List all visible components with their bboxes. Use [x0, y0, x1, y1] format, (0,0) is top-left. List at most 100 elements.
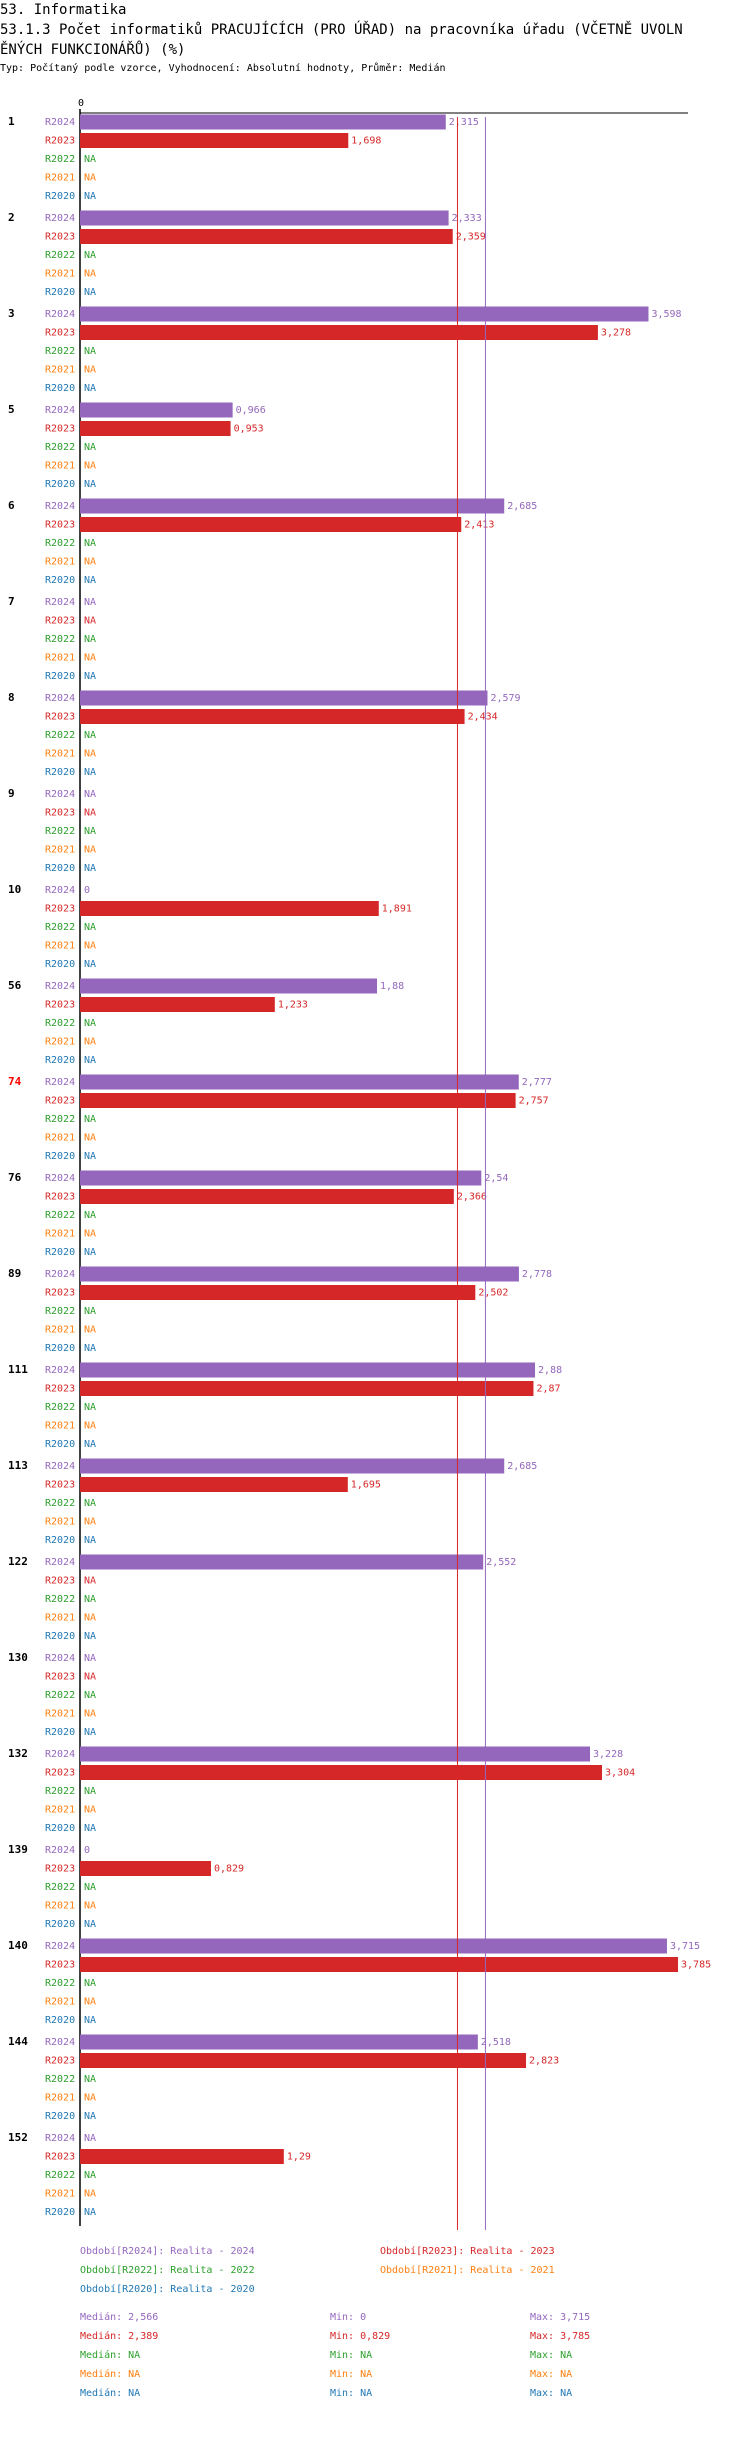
- value-label: NA: [84, 616, 96, 627]
- value-label: 2,413: [464, 520, 494, 531]
- value-label: NA: [84, 250, 96, 261]
- legend-max: Max: 3,785: [530, 2331, 591, 2342]
- series-label: R2023: [45, 1384, 75, 1395]
- series-label: R2020: [45, 1727, 75, 1738]
- legend-period: Období[R2022]: Realita - 2022: [80, 2265, 255, 2276]
- bar: [80, 1746, 591, 1762]
- series-label: R2024: [45, 981, 75, 992]
- series-label: R2023: [45, 136, 75, 147]
- chart-title: 53.1.3 Počet informatiků PRACUJÍCÍCH (PR…: [0, 22, 683, 58]
- bar: [80, 1554, 484, 1570]
- category-label: 1: [8, 115, 15, 128]
- value-label: 0,953: [234, 424, 264, 435]
- series-label: R2024: [45, 1077, 75, 1088]
- series-label: R2020: [45, 1055, 75, 1066]
- legend-median: Medián: NA: [80, 2388, 141, 2399]
- bar: [80, 2034, 478, 2050]
- series-label: R2023: [45, 1288, 75, 1299]
- series-label: R2021: [45, 365, 75, 376]
- series-label: R2024: [45, 213, 75, 224]
- series-label: R2022: [45, 1498, 75, 1509]
- bar: [80, 421, 231, 436]
- category-label: 5: [8, 403, 15, 416]
- bar: [80, 325, 598, 340]
- legend-period: Období[R2020]: Realita - 2020: [80, 2284, 255, 2295]
- bar: [80, 709, 465, 724]
- value-label: 2,333: [452, 213, 482, 224]
- value-label: 2,54: [484, 1173, 508, 1184]
- series-label: R2023: [45, 1864, 75, 1875]
- section-title: 53. Informatika: [0, 2, 127, 18]
- value-label: 3,304: [605, 1768, 635, 1779]
- value-label: 0,966: [236, 405, 266, 416]
- series-label: R2022: [45, 346, 75, 357]
- value-label: NA: [84, 1421, 96, 1432]
- series-label: R2021: [45, 941, 75, 952]
- value-label: NA: [84, 863, 96, 874]
- legend-period: Období[R2021]: Realita - 2021: [380, 2265, 555, 2276]
- value-label: NA: [84, 730, 96, 741]
- value-label: NA: [84, 2015, 96, 2026]
- bar: [80, 229, 453, 244]
- value-label: NA: [84, 671, 96, 682]
- value-label: NA: [84, 173, 96, 184]
- category-label: 74: [8, 1075, 22, 1088]
- legend-median: Medián: 2,566: [80, 2312, 159, 2323]
- series-label: R2024: [45, 1653, 75, 1664]
- series-label: R2022: [45, 730, 75, 741]
- value-label: NA: [84, 1037, 96, 1048]
- value-label: NA: [84, 575, 96, 586]
- value-label: NA: [84, 1229, 96, 1240]
- series-label: R2020: [45, 767, 75, 778]
- series-label: R2021: [45, 2189, 75, 2200]
- value-label: 1,891: [382, 904, 412, 915]
- bar: [80, 1477, 348, 1492]
- series-label: R2023: [45, 1960, 75, 1971]
- series-label: R2020: [45, 1439, 75, 1450]
- value-label: 2,579: [490, 693, 520, 704]
- series-label: R2023: [45, 2056, 75, 2067]
- value-label: NA: [84, 1672, 96, 1683]
- legend-max: Max: 3,715: [530, 2312, 591, 2323]
- series-label: R2021: [45, 1325, 75, 1336]
- value-label: 2,359: [456, 232, 486, 243]
- value-label: NA: [84, 442, 96, 453]
- value-label: NA: [84, 1709, 96, 1720]
- value-label: NA: [84, 1247, 96, 1258]
- value-label: 1,233: [278, 1000, 308, 1011]
- value-label: NA: [84, 1114, 96, 1125]
- legend: Období[R2024]: Realita - 2024 Období[R202…: [0, 2246, 750, 2446]
- value-label: NA: [84, 1576, 96, 1587]
- value-label: 0,829: [214, 1864, 244, 1875]
- value-label: NA: [84, 1517, 96, 1528]
- bar: [80, 1189, 454, 1204]
- category-label: 3: [8, 307, 15, 320]
- bar: [80, 498, 505, 514]
- value-label: 2,823: [529, 2056, 559, 2067]
- series-label: R2021: [45, 845, 75, 856]
- value-label: NA: [84, 2189, 96, 2200]
- series-label: R2024: [45, 1461, 75, 1472]
- series-label: R2021: [45, 749, 75, 760]
- series-label: R2022: [45, 1018, 75, 1029]
- series-label: R2022: [45, 154, 75, 165]
- series-label: R2021: [45, 269, 75, 280]
- value-label: NA: [84, 826, 96, 837]
- bar: [80, 517, 462, 532]
- value-label: NA: [84, 1151, 96, 1162]
- bar: [80, 1458, 505, 1474]
- chart-subtitle: Typ: Počítaný podle vzorce, Vyhodnocení:…: [0, 63, 446, 74]
- series-label: R2022: [45, 2170, 75, 2181]
- value-label: 0: [84, 1845, 90, 1856]
- bar: [80, 1765, 603, 1780]
- category-label: 144: [8, 2035, 28, 2048]
- bar: [80, 978, 378, 994]
- bar: [80, 2149, 284, 2164]
- series-label: R2022: [45, 1210, 75, 1221]
- value-label: NA: [84, 959, 96, 970]
- value-label: 3,715: [670, 1941, 700, 1952]
- series-label: R2021: [45, 653, 75, 664]
- series-label: R2021: [45, 1997, 75, 2008]
- value-label: 1,29: [287, 2152, 311, 2163]
